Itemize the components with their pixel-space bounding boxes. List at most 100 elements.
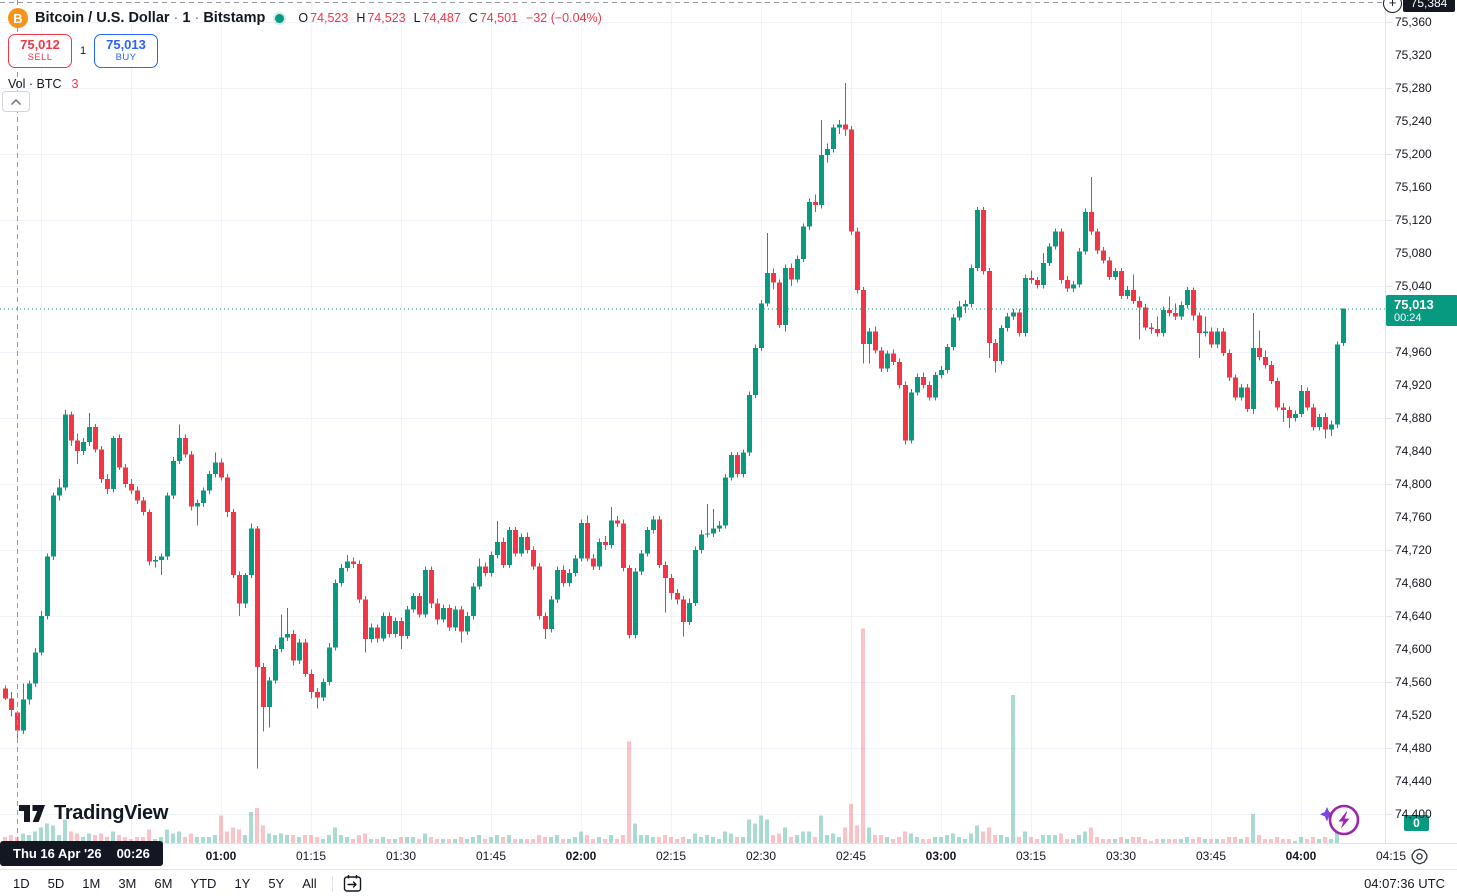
high-value: 74,523 bbox=[367, 11, 406, 25]
crosshair-price-badge: 75,384 bbox=[1403, 0, 1455, 13]
price-tick: 75,120 bbox=[1395, 213, 1432, 227]
range-switcher: 1D 5D 1M 3M 6M YTD 1Y 5Y All bbox=[0, 873, 326, 894]
time-tick: 02:45 bbox=[835, 849, 867, 863]
time-tick: 02:30 bbox=[745, 849, 777, 863]
price-gridline-stub bbox=[1386, 550, 1392, 551]
price-tick: 75,240 bbox=[1395, 114, 1432, 128]
price-tick: 74,920 bbox=[1395, 378, 1432, 392]
tradingview-logo-text: TradingView bbox=[54, 802, 169, 824]
price-gridline-stub bbox=[1386, 154, 1392, 155]
chevron-up-icon bbox=[11, 98, 21, 105]
volume-value: 3 bbox=[71, 77, 79, 91]
range-all[interactable]: All bbox=[302, 876, 317, 891]
price-gridline-stub bbox=[1386, 814, 1392, 815]
tooltip-time: 00:26 bbox=[116, 846, 150, 861]
current-price: 75,013 bbox=[1394, 297, 1434, 313]
crosshair-time-tooltip: Thu 16 Apr '26 00:26 bbox=[0, 841, 163, 866]
price-tick: 74,440 bbox=[1395, 774, 1432, 788]
time-tick: 02:15 bbox=[655, 849, 687, 863]
price-tick: 75,080 bbox=[1395, 246, 1432, 260]
quick-trade-lightning-icon[interactable] bbox=[1316, 800, 1362, 847]
bottom-toolbar: 1D 5D 1M 3M 6M YTD 1Y 5Y All 04:07:36 UT… bbox=[0, 869, 1457, 896]
tradingview-logo[interactable]: TradingView bbox=[18, 802, 168, 825]
range-5y[interactable]: 5Y bbox=[268, 876, 285, 891]
range-3m[interactable]: 3M bbox=[118, 876, 137, 891]
range-ytd[interactable]: YTD bbox=[190, 876, 217, 891]
price-gridline-stub bbox=[1386, 22, 1392, 23]
candlestick-chart[interactable] bbox=[0, 0, 1385, 843]
axis-settings-gear-icon[interactable] bbox=[1411, 848, 1428, 868]
bar-countdown: 00:24 bbox=[1394, 312, 1422, 325]
price-tick: 74,960 bbox=[1395, 345, 1432, 359]
price-tick: 74,520 bbox=[1395, 708, 1432, 722]
range-1y[interactable]: 1Y bbox=[234, 876, 251, 891]
price-tick: 74,560 bbox=[1395, 675, 1432, 689]
sell-price: 75,012 bbox=[20, 37, 60, 53]
toolbar-divider bbox=[331, 875, 333, 892]
open-value: 74,523 bbox=[310, 11, 349, 25]
price-gridline-stub bbox=[1386, 616, 1392, 617]
price-tick: 75,200 bbox=[1395, 147, 1432, 161]
volume-legend[interactable]: Vol · BTC 3 bbox=[8, 77, 79, 91]
exchange-label: Bitstamp bbox=[203, 10, 266, 26]
interval-label: 1 bbox=[182, 10, 191, 26]
sell-button[interactable]: 75,012 SELL bbox=[8, 34, 72, 68]
time-tick: 04:00 bbox=[1285, 849, 1317, 863]
price-tick: 74,640 bbox=[1395, 609, 1432, 623]
change-value: −32 (−0.04%) bbox=[526, 11, 602, 25]
price-tick: 74,720 bbox=[1395, 543, 1432, 557]
time-tick: 03:00 bbox=[925, 849, 957, 863]
current-price-badge: 75,013 00:24 bbox=[1386, 295, 1457, 327]
ohlc-readout: O 74,523 H 74,523 L 74,487 C 74,501 −32 (−0.… bbox=[298, 11, 602, 25]
go-to-date-button[interactable] bbox=[341, 872, 364, 895]
price-gridline-stub bbox=[1386, 418, 1392, 419]
buy-button[interactable]: 75,013 BUY bbox=[94, 34, 158, 68]
bitcoin-icon: B bbox=[8, 8, 28, 28]
range-1m[interactable]: 1M bbox=[82, 876, 101, 891]
price-tick: 74,760 bbox=[1395, 510, 1432, 524]
low-value: 74,487 bbox=[422, 11, 461, 25]
price-gridline-stub bbox=[1386, 286, 1392, 287]
tooltip-date: Thu 16 Apr '26 bbox=[13, 846, 102, 861]
tradingview-logo-icon bbox=[19, 805, 45, 822]
market-status-dot[interactable] bbox=[275, 13, 285, 23]
add-alert-plus-icon[interactable]: + bbox=[1383, 0, 1402, 13]
pane-collapse-button[interactable] bbox=[2, 91, 30, 112]
price-tick: 75,160 bbox=[1395, 180, 1432, 194]
chart-legend: B Bitcoin / U.S. Dollar · 1 · Bitstamp O 74,5… bbox=[8, 6, 602, 91]
timezone-clock[interactable]: 04:07:36 UTC bbox=[1364, 876, 1445, 891]
calendar-icon bbox=[343, 875, 361, 892]
price-gridline-stub bbox=[1386, 88, 1392, 89]
price-gridline-stub bbox=[1386, 484, 1392, 485]
time-tick: 04:15 bbox=[1375, 849, 1407, 863]
price-tick: 75,360 bbox=[1395, 15, 1432, 29]
time-tick: 01:30 bbox=[385, 849, 417, 863]
price-gridline-stub bbox=[1386, 220, 1392, 221]
price-tick: 75,280 bbox=[1395, 81, 1432, 95]
time-tick: 01:15 bbox=[295, 849, 327, 863]
time-tick: 02:00 bbox=[565, 849, 597, 863]
price-tick: 74,840 bbox=[1395, 444, 1432, 458]
time-tick: 01:45 bbox=[475, 849, 507, 863]
symbol-title[interactable]: Bitcoin / U.S. Dollar · 1 · Bitstamp bbox=[35, 10, 266, 26]
buy-price: 75,013 bbox=[106, 37, 146, 53]
price-tick: 74,800 bbox=[1395, 477, 1432, 491]
time-tick: 03:15 bbox=[1015, 849, 1047, 863]
price-axis[interactable]: + 75,384 75,013 00:24 0 75,360 75,320 75,2… bbox=[1383, 0, 1457, 843]
gear-icon bbox=[1411, 848, 1428, 865]
price-tick: 75,320 bbox=[1395, 48, 1432, 62]
close-value: 74,501 bbox=[479, 11, 519, 25]
time-tick: 03:30 bbox=[1105, 849, 1137, 863]
range-5d[interactable]: 5D bbox=[47, 876, 65, 891]
range-1d[interactable]: 1D bbox=[13, 876, 30, 891]
time-tick: 01:00 bbox=[205, 849, 237, 863]
time-axis[interactable]: 00:4501:0001:1501:3001:4502:0002:1502:30… bbox=[0, 843, 1457, 869]
price-tick: 74,600 bbox=[1395, 642, 1432, 656]
time-tick: 03:45 bbox=[1195, 849, 1227, 863]
range-6m[interactable]: 6M bbox=[154, 876, 173, 891]
price-gridline-stub bbox=[1386, 682, 1392, 683]
price-tick: 74,880 bbox=[1395, 411, 1432, 425]
price-tick: 74,680 bbox=[1395, 576, 1432, 590]
price-gridline-stub bbox=[1386, 352, 1392, 353]
